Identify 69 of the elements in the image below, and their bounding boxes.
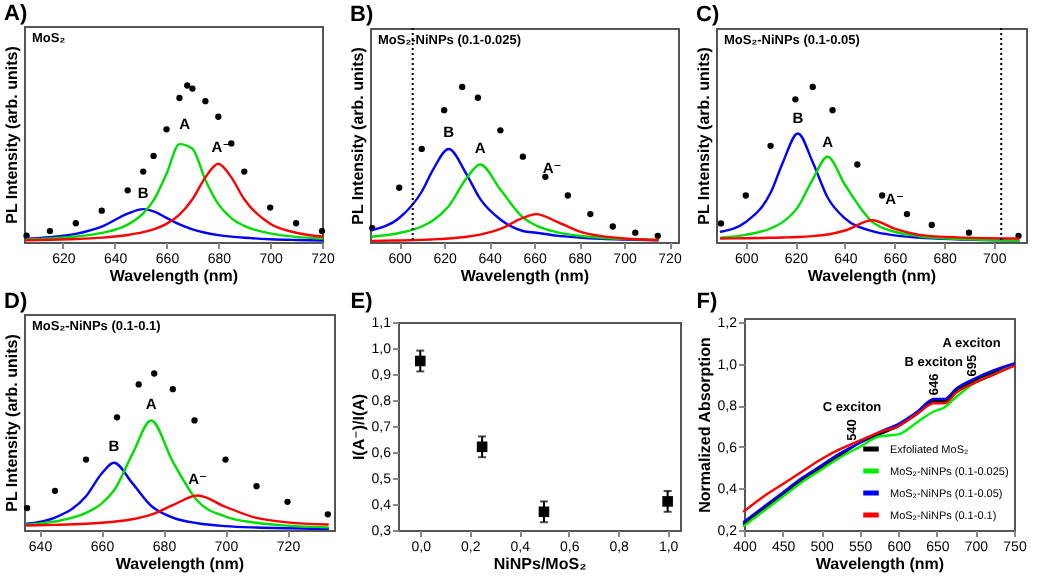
point bbox=[150, 152, 157, 160]
y-axis-title: I(A⁻)/I(A) bbox=[349, 393, 368, 461]
point bbox=[135, 381, 142, 388]
point bbox=[253, 483, 260, 490]
point bbox=[98, 207, 105, 214]
point bbox=[965, 229, 973, 236]
y-axis-title: PL Intensity (arb. units) bbox=[349, 46, 367, 225]
point bbox=[497, 127, 504, 134]
point bbox=[267, 204, 274, 211]
point bbox=[163, 126, 170, 133]
point bbox=[113, 414, 121, 421]
point bbox=[654, 232, 661, 239]
point bbox=[632, 229, 639, 236]
point bbox=[176, 94, 183, 102]
point bbox=[717, 220, 725, 227]
point bbox=[903, 210, 911, 218]
point bbox=[151, 370, 158, 377]
x-axis-title: Wavelength (nm) bbox=[109, 267, 239, 285]
point bbox=[23, 504, 31, 512]
y-axis-title: PL Intensity (arb. units) bbox=[3, 45, 21, 224]
point bbox=[318, 227, 326, 235]
point bbox=[324, 511, 331, 518]
point bbox=[241, 168, 248, 175]
point bbox=[169, 385, 176, 393]
point bbox=[829, 107, 836, 114]
point bbox=[292, 220, 300, 227]
x-axis-title: NiNPs/MoS₂ bbox=[493, 555, 588, 573]
point bbox=[441, 107, 448, 114]
point bbox=[51, 487, 59, 495]
point bbox=[396, 184, 403, 191]
point bbox=[184, 82, 191, 89]
point bbox=[542, 173, 549, 181]
chart-title: E) bbox=[350, 290, 374, 314]
point bbox=[82, 456, 90, 463]
y-axis-title: PL Intensity (arb. units) bbox=[3, 333, 21, 512]
chart-title: B) bbox=[350, 3, 374, 27]
x-axis-title: Wavelength (nm) bbox=[815, 555, 945, 573]
point bbox=[587, 210, 594, 218]
point bbox=[284, 498, 291, 505]
x-axis-title: Wavelength (nm) bbox=[115, 555, 245, 573]
point bbox=[609, 223, 616, 230]
x-axis-title: Wavelength (nm) bbox=[460, 267, 590, 285]
chart-title: C) bbox=[696, 3, 720, 27]
point bbox=[124, 187, 131, 194]
point bbox=[854, 161, 861, 168]
point bbox=[742, 192, 749, 199]
point bbox=[928, 221, 935, 229]
point bbox=[459, 83, 466, 91]
point bbox=[519, 153, 527, 160]
point bbox=[418, 145, 425, 153]
point bbox=[809, 83, 816, 91]
point bbox=[564, 192, 571, 199]
point bbox=[189, 85, 196, 92]
point bbox=[474, 94, 482, 101]
point bbox=[767, 142, 774, 150]
point bbox=[792, 96, 799, 103]
y-axis-title: PL Intensity (arb. units) bbox=[695, 46, 713, 225]
chart-title: A) bbox=[4, 2, 28, 26]
x-axis-title: Wavelength (nm) bbox=[807, 267, 937, 285]
point bbox=[215, 113, 222, 120]
point bbox=[191, 417, 198, 424]
point bbox=[202, 97, 209, 105]
y-axis-title: Normalized Absorption bbox=[695, 337, 714, 513]
chart-title: D) bbox=[4, 290, 28, 314]
point bbox=[222, 456, 229, 463]
chart-title: F) bbox=[696, 290, 718, 315]
point bbox=[46, 227, 54, 235]
point bbox=[140, 168, 147, 175]
point bbox=[72, 220, 79, 227]
